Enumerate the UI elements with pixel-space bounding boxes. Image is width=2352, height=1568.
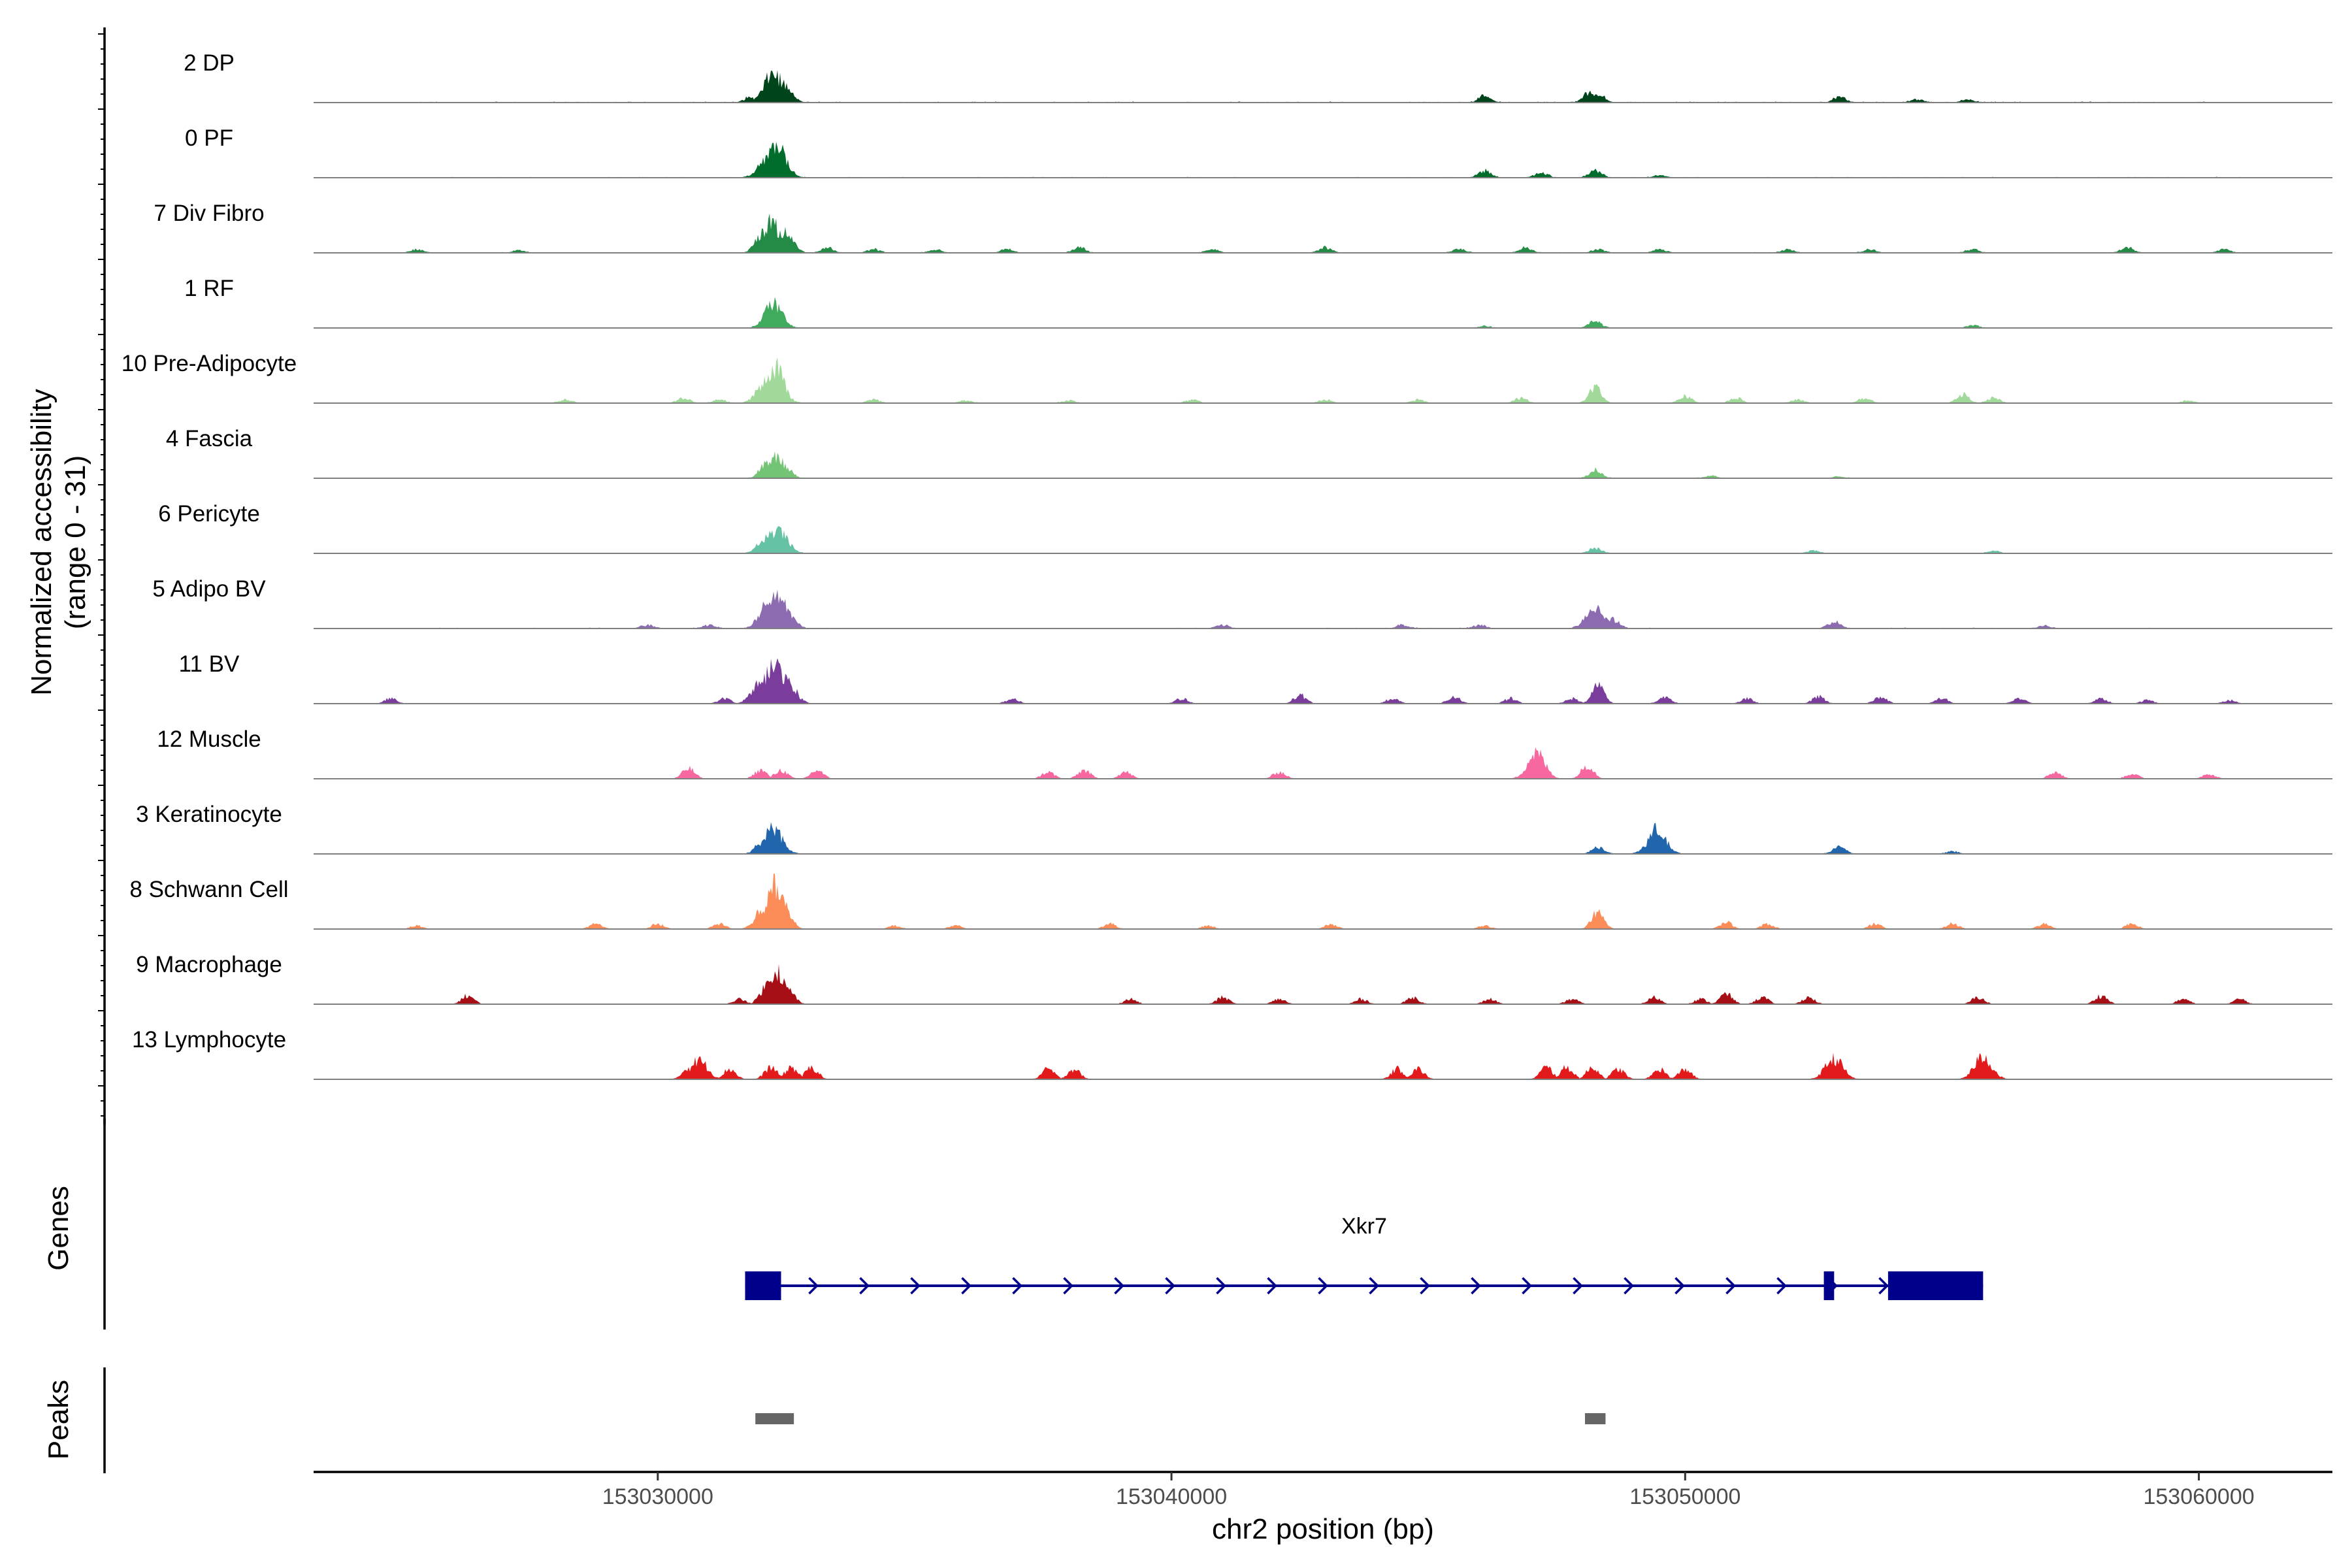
- peaks-panel-title: Peaks: [42, 1380, 74, 1460]
- genes-panel: Genes Xkr7: [42, 1119, 1984, 1330]
- track-label: 9 Macrophage: [136, 952, 282, 977]
- coverage-area: [314, 1053, 2332, 1079]
- gene-name-label: Xkr7: [1341, 1214, 1387, 1239]
- coverage-area: [314, 589, 2332, 629]
- track-4: 1 RF: [184, 276, 2332, 329]
- coverage-area: [314, 874, 2332, 929]
- y-axis-title-line1: Normalized accessibility: [25, 389, 57, 695]
- track-10: 12 Muscle: [157, 727, 2332, 779]
- strand-arrow: [1878, 1277, 1889, 1295]
- strand-arrow: [1012, 1277, 1022, 1295]
- coverage-area: [314, 142, 2332, 178]
- strand-arrow: [1063, 1277, 1073, 1295]
- gene-exon: [1887, 1271, 1984, 1300]
- gene-exon: [1823, 1271, 1835, 1300]
- strand-arrow: [808, 1277, 819, 1295]
- coverage-area: [314, 70, 2332, 103]
- coverage-area: [314, 964, 2332, 1004]
- track-label: 10 Pre-Adipocyte: [122, 351, 297, 376]
- strand-arrow: [1216, 1277, 1226, 1295]
- coverage-tracks: 2 DP 0 PF 7 Div Fibro 1 RF 10 Pre-Adipocyte 4…: [122, 50, 2332, 1080]
- strand-arrow: [859, 1277, 870, 1295]
- strand-arrow: [1369, 1277, 1379, 1295]
- peak-region: [1584, 1413, 1606, 1424]
- coverage-area: [314, 213, 2332, 253]
- strand-arrow: [1674, 1277, 1685, 1295]
- coverage-area: [314, 658, 2332, 704]
- x-tick-label: 153030000: [602, 1484, 713, 1509]
- track-2: 0 PF: [185, 125, 2332, 178]
- coverage-area: [314, 822, 2332, 854]
- track-label: 8 Schwann Cell: [129, 877, 288, 902]
- coverage-area: [314, 526, 2332, 553]
- track-label: 1 RF: [184, 276, 234, 301]
- track-8: 5 Adipo BV: [152, 576, 2332, 629]
- coverage-area: [314, 451, 2332, 478]
- coverage-area: [314, 357, 2332, 403]
- strand-arrow: [1624, 1277, 1634, 1295]
- strand-arrow: [1114, 1277, 1124, 1295]
- peak-region: [755, 1413, 794, 1424]
- strand-arrow: [1420, 1277, 1430, 1295]
- y-axis: Normalized accessibility (range 0 - 31): [25, 27, 106, 1125]
- track-label: 3 Keratinocyte: [136, 802, 282, 827]
- track-label: 13 Lymphocyte: [132, 1027, 286, 1053]
- track-9: 11 BV: [179, 651, 2332, 704]
- strand-arrow: [1318, 1277, 1328, 1295]
- x-tick-label: 153050000: [1629, 1484, 1740, 1509]
- x-axis: chr2 position (bp) 153030000 153040000 153…: [314, 1471, 2332, 1545]
- peaks-panel: Peaks: [42, 1367, 1606, 1473]
- y-axis-title-line2: (range 0 - 31): [59, 455, 91, 630]
- strand-arrow: [1725, 1277, 1736, 1295]
- track-7: 6 Pericyte: [158, 501, 2332, 554]
- track-5: 10 Pre-Adipocyte: [122, 351, 2332, 404]
- track-label: 0 PF: [185, 125, 233, 151]
- track-label: 7 Div Fibro: [154, 201, 264, 226]
- x-tick-label: 153060000: [2143, 1484, 2254, 1509]
- track-13: 9 Macrophage: [136, 952, 2332, 1005]
- track-label: 12 Muscle: [157, 727, 261, 752]
- track-12: 8 Schwann Cell: [129, 874, 2332, 930]
- coverage-area: [314, 747, 2332, 779]
- track-label: 11 BV: [179, 651, 240, 677]
- track-3: 7 Div Fibro: [154, 201, 2332, 253]
- track-11: 3 Keratinocyte: [136, 802, 2332, 855]
- track-label: 6 Pericyte: [158, 501, 260, 527]
- track-6: 4 Fascia: [166, 426, 2332, 479]
- strand-arrow: [1165, 1277, 1175, 1295]
- strand-arrow: [1776, 1277, 1787, 1295]
- track-14: 13 Lymphocyte: [132, 1027, 2332, 1080]
- genes-panel-title: Genes: [42, 1186, 74, 1271]
- x-tick-label: 153040000: [1116, 1484, 1227, 1509]
- strand-arrow: [1471, 1277, 1481, 1295]
- track-label: 5 Adipo BV: [152, 576, 266, 602]
- strand-arrow: [1267, 1277, 1277, 1295]
- strand-arrow: [910, 1277, 921, 1295]
- gene: Xkr7: [745, 1214, 1984, 1300]
- track-label: 2 DP: [184, 50, 235, 76]
- x-axis-title: chr2 position (bp): [1212, 1513, 1434, 1545]
- coverage-area: [314, 297, 2332, 328]
- strand-arrow: [961, 1277, 972, 1295]
- gene-exon: [745, 1271, 781, 1300]
- track-1: 2 DP: [184, 50, 2332, 103]
- strand-arrow: [1573, 1277, 1583, 1295]
- strand-arrow: [1522, 1277, 1532, 1295]
- track-label: 4 Fascia: [166, 426, 253, 451]
